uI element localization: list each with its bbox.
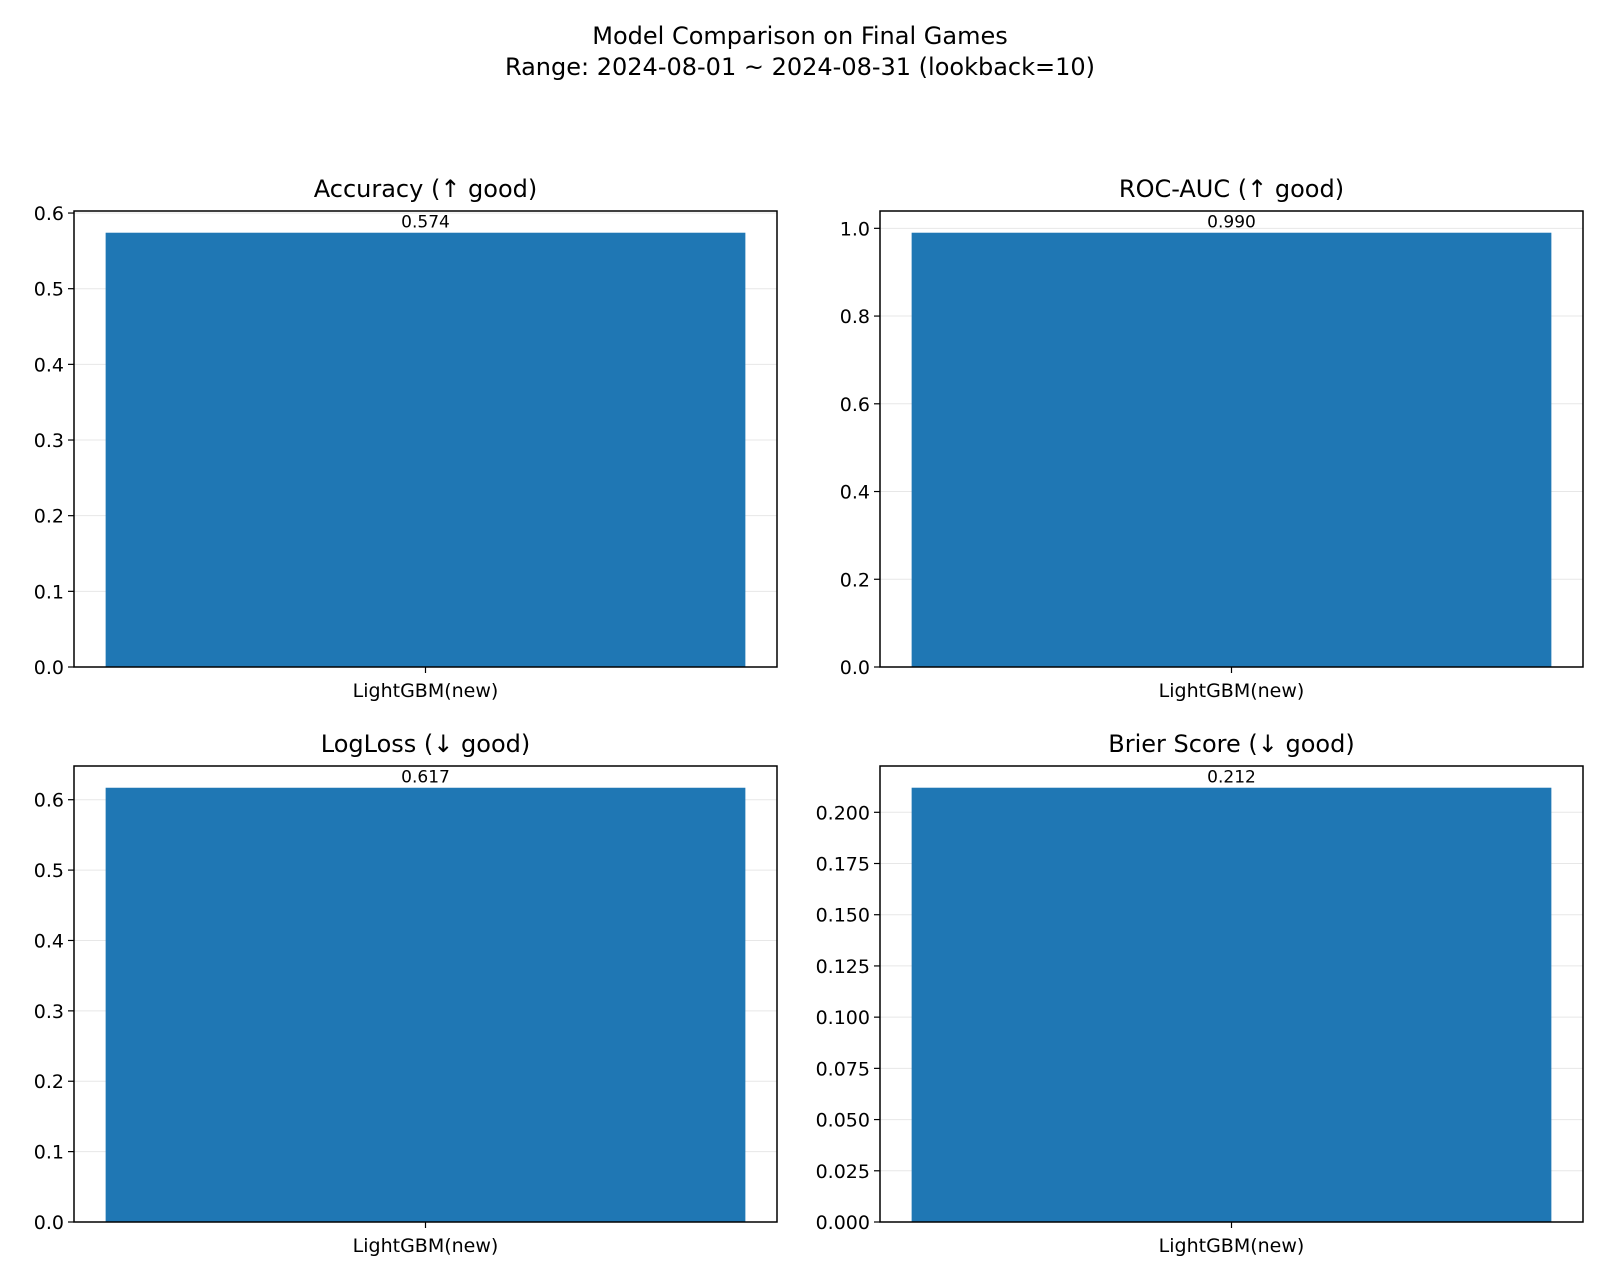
chart-panel-2: ROC-AUC (↑ good) 0.990 LightGBM(new) 0.0 0.2… bbox=[840, 175, 1584, 702]
bar bbox=[105, 787, 746, 1222]
x-tick-label: LightGBM(new) bbox=[353, 680, 499, 702]
bar-value-label: 0.574 bbox=[401, 213, 450, 233]
figure-title-line-1: Model Comparison on Final Games bbox=[592, 22, 1007, 50]
bar bbox=[911, 232, 1552, 667]
y-tick-label: 0.6 bbox=[34, 790, 64, 812]
x-tick-label: LightGBM(new) bbox=[353, 1235, 499, 1257]
chart-panel-4: Brier Score (↓ good) 0.212 LightGBM(new) 0.… bbox=[816, 730, 1584, 1257]
bar bbox=[105, 232, 746, 667]
chart-panel-3: LogLoss (↓ good) 0.617 LightGBM(new) 0.0 0.1… bbox=[34, 730, 778, 1257]
panel-title: Brier Score (↓ good) bbox=[1108, 730, 1354, 758]
y-tick-label: 0.1 bbox=[34, 1142, 64, 1164]
y-tick-label: 0.4 bbox=[34, 354, 64, 376]
axes-frame bbox=[879, 210, 1584, 668]
y-tick-label: 0.200 bbox=[816, 802, 870, 824]
y-tick-label: 0.075 bbox=[816, 1058, 870, 1080]
bar-value-label: 0.617 bbox=[401, 768, 450, 788]
axes-frame bbox=[73, 765, 778, 1223]
y-tick-label: 0.1 bbox=[34, 581, 64, 603]
panel-title: LogLoss (↓ good) bbox=[321, 730, 530, 758]
chart-panels: Accuracy (↑ good) 0.574 LightGBM(new) 0.0 0.… bbox=[34, 175, 1584, 1257]
bar bbox=[911, 787, 1552, 1222]
chart-panel-1: Accuracy (↑ good) 0.574 LightGBM(new) 0.0 0.… bbox=[34, 175, 778, 702]
x-tick-label: LightGBM(new) bbox=[1159, 680, 1305, 702]
y-tick-label: 0.175 bbox=[816, 854, 870, 876]
panel-title: ROC-AUC (↑ good) bbox=[1119, 175, 1344, 203]
y-tick-label: 0.3 bbox=[34, 1001, 64, 1023]
y-tick-label: 0.3 bbox=[34, 430, 64, 452]
bar-value-label: 0.990 bbox=[1207, 213, 1256, 233]
y-tick-label: 0.6 bbox=[840, 394, 870, 416]
y-tick-label: 0.0 bbox=[34, 657, 64, 679]
x-tick-label: LightGBM(new) bbox=[1159, 1235, 1305, 1257]
y-tick-label: 0.125 bbox=[816, 956, 870, 978]
y-tick-label: 1.0 bbox=[840, 218, 870, 240]
bar-value-label: 0.212 bbox=[1207, 768, 1256, 788]
figure-title-line-2: Range: 2024-08-01 ~ 2024-08-31 (lookback… bbox=[505, 53, 1095, 81]
y-tick-label: 0.5 bbox=[34, 279, 64, 301]
y-tick-label: 0.0 bbox=[840, 657, 870, 679]
y-tick-label: 0.2 bbox=[840, 569, 870, 591]
y-tick-label: 0.100 bbox=[816, 1007, 870, 1029]
y-tick-label: 0.150 bbox=[816, 905, 870, 927]
y-tick-label: 0.0 bbox=[34, 1212, 64, 1234]
axes-frame bbox=[73, 210, 778, 668]
y-tick-label: 0.4 bbox=[34, 930, 64, 952]
y-tick-label: 0.6 bbox=[34, 203, 64, 225]
y-tick-label: 0.2 bbox=[34, 506, 64, 528]
y-tick-label: 0.4 bbox=[840, 482, 870, 504]
y-tick-label: 0.000 bbox=[816, 1212, 870, 1234]
y-tick-label: 0.8 bbox=[840, 306, 870, 328]
y-tick-label: 0.025 bbox=[816, 1161, 870, 1183]
y-tick-label: 0.2 bbox=[34, 1071, 64, 1093]
y-tick-label: 0.5 bbox=[34, 860, 64, 882]
panel-title: Accuracy (↑ good) bbox=[314, 175, 538, 203]
axes-frame bbox=[879, 765, 1584, 1223]
y-tick-label: 0.050 bbox=[816, 1110, 870, 1132]
